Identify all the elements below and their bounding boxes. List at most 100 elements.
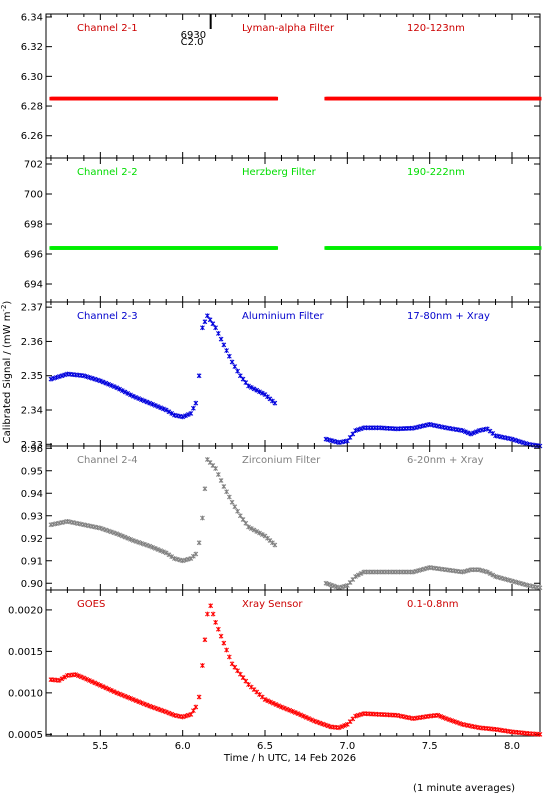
data-point — [125, 694, 131, 700]
data-point — [226, 654, 232, 660]
data-point — [117, 386, 122, 392]
data-point — [108, 687, 114, 693]
panel-3: 2.33 2.34 2.35 2.36 2.37 Channel 2-3 Aluminium… — [21, 301, 543, 451]
data-point — [188, 411, 194, 416]
data-point — [326, 581, 331, 587]
data-point — [122, 389, 128, 395]
y-tick-label: 694 — [24, 280, 43, 291]
data-point — [210, 321, 216, 327]
y-tick-label: 0.92 — [21, 534, 43, 545]
data-point — [490, 572, 496, 578]
data-point — [306, 716, 312, 721]
data-point — [232, 504, 238, 510]
data-point — [292, 710, 298, 715]
data-point — [133, 395, 139, 400]
data-point — [78, 674, 84, 680]
x-tick-label: 7.5 — [422, 741, 438, 752]
data-point — [117, 532, 122, 538]
panel-band-label: 120-123nm — [407, 23, 465, 34]
data-point — [196, 540, 202, 546]
data-point — [95, 681, 100, 687]
data-point — [180, 414, 186, 420]
data-point — [205, 611, 210, 617]
data-point — [265, 698, 271, 704]
data-point — [130, 538, 136, 543]
data-point — [158, 707, 164, 713]
y-tick-label: 700 — [24, 190, 43, 201]
data-point — [487, 428, 493, 434]
panel-frame — [45, 589, 541, 737]
data-point — [59, 373, 65, 379]
data-point — [325, 723, 331, 729]
data-point — [196, 373, 202, 379]
y-tick-label: 2.34 — [21, 406, 43, 417]
data-point — [303, 714, 309, 720]
data-point — [235, 368, 240, 374]
data-point — [193, 400, 199, 406]
panel-filter-label: Zirconium Filter — [242, 455, 321, 466]
data-point — [270, 700, 276, 706]
panel-2: 694 696 698 700 702 Channel 2-2 Herzberg Filte… — [24, 157, 542, 303]
panel-filter-label: Lyman-alpha Filter — [242, 23, 335, 34]
data-point — [166, 710, 172, 716]
data-point — [358, 426, 364, 432]
data-point — [248, 385, 254, 390]
y-tick-label: 0.0010 — [8, 688, 43, 699]
data-point — [353, 574, 358, 579]
data-point — [273, 702, 279, 707]
data-point — [89, 679, 95, 685]
data-point — [237, 671, 243, 677]
data-point — [202, 486, 208, 492]
data-point — [150, 401, 155, 407]
event-marker-label-bottom: C2.0 — [181, 37, 204, 48]
data-point — [125, 535, 131, 541]
data-point — [136, 539, 142, 545]
panel-4: 0.90 0.91 0.92 0.93 0.94 0.95 0.96 Channel 2-4 Z… — [21, 444, 543, 591]
data-point — [185, 412, 191, 417]
data-point — [465, 430, 471, 436]
data-point — [454, 720, 460, 725]
data-point — [484, 569, 490, 575]
y-tick-label: 6.28 — [21, 102, 43, 113]
data-point — [268, 699, 273, 705]
data-point — [243, 678, 249, 684]
data-point — [111, 689, 117, 695]
data-point — [114, 690, 120, 696]
data-point — [355, 712, 361, 718]
y-tick-label: 702 — [24, 160, 43, 171]
y-tick-label: 2.33 — [21, 440, 43, 451]
data-point — [87, 375, 92, 380]
data-point — [441, 715, 446, 720]
data-point — [169, 554, 175, 560]
data-point — [147, 543, 153, 549]
data-point — [257, 389, 262, 395]
y-tick-label: 0.96 — [21, 444, 43, 455]
x-tick-label: 6.5 — [257, 741, 273, 752]
data-point — [163, 709, 169, 715]
y-axis-title-close: ) — [2, 301, 13, 305]
data-point — [251, 386, 257, 392]
data-point — [462, 429, 468, 435]
panel-frame — [45, 13, 541, 159]
data-point — [221, 342, 227, 348]
data-point — [517, 439, 523, 445]
data-point — [119, 388, 125, 393]
data-point — [515, 438, 520, 444]
data-point — [166, 552, 172, 558]
data-point — [114, 385, 120, 391]
panel-filter-label: Aluminium Filter — [242, 311, 325, 322]
data-point — [73, 672, 78, 678]
data-point — [87, 678, 92, 683]
data-point — [103, 527, 109, 533]
data-point — [281, 705, 287, 711]
data-point — [155, 547, 161, 552]
data-point — [169, 411, 175, 416]
data-point — [272, 400, 278, 406]
data-point — [161, 708, 166, 714]
data-point — [128, 392, 133, 398]
data-point — [144, 399, 150, 405]
data-point — [106, 381, 111, 387]
y-axis-title: Calibrated Signal / (mW m-2) — [0, 301, 13, 444]
data-point — [334, 584, 339, 590]
data-point — [537, 731, 543, 737]
